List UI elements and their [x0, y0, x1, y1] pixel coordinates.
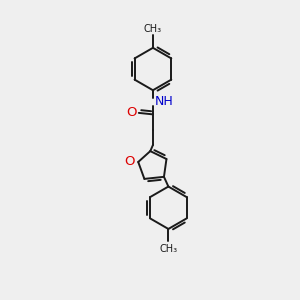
Text: O: O — [124, 155, 135, 169]
Text: CH₃: CH₃ — [144, 24, 162, 34]
Text: CH₃: CH₃ — [159, 244, 177, 254]
Text: O: O — [127, 106, 137, 119]
Text: NH: NH — [154, 95, 173, 108]
